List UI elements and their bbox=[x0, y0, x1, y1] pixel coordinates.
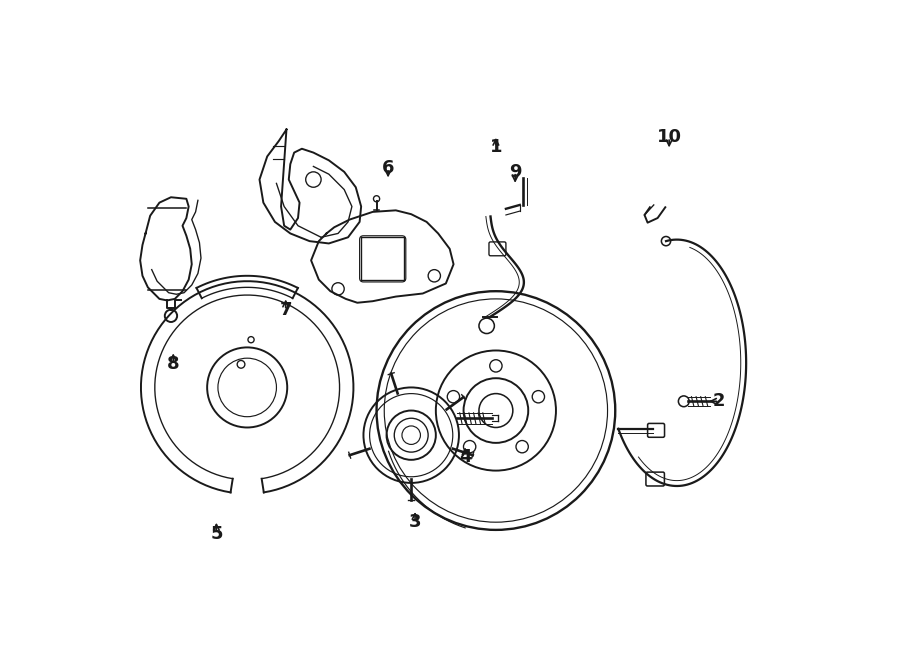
Text: 10: 10 bbox=[657, 128, 681, 146]
Text: 4: 4 bbox=[459, 448, 472, 466]
Text: 2: 2 bbox=[713, 393, 725, 410]
Text: 8: 8 bbox=[167, 355, 180, 373]
Text: 6: 6 bbox=[382, 159, 394, 177]
Text: 1: 1 bbox=[490, 138, 502, 156]
Text: 9: 9 bbox=[508, 163, 521, 181]
Text: 7: 7 bbox=[279, 301, 292, 320]
Text: 5: 5 bbox=[210, 525, 222, 543]
Text: 3: 3 bbox=[409, 513, 421, 531]
